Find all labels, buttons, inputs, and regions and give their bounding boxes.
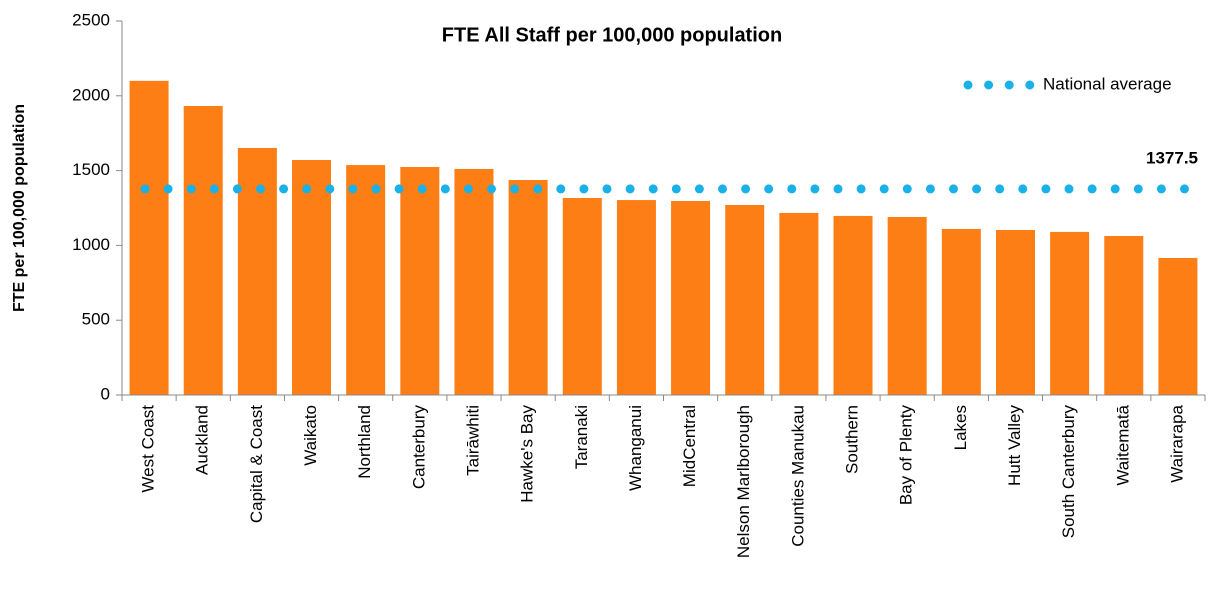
- x-tick-label: Nelson Marlborough: [734, 405, 753, 558]
- bar: [129, 80, 169, 395]
- bar: [1050, 231, 1090, 395]
- x-tick-label: Northland: [355, 405, 374, 479]
- x-tick-label: MidCentral: [680, 405, 699, 487]
- x-tick-label: Waikato: [301, 405, 320, 466]
- x-tick-label: Whanganui: [626, 405, 645, 491]
- x-tick-label: Bay of Plenty: [897, 405, 916, 506]
- x-tick-label: Auckland: [193, 405, 212, 475]
- reference-label: 1377.5: [1146, 148, 1198, 167]
- bar: [671, 200, 711, 395]
- y-tick-label: 0: [101, 384, 110, 403]
- bar: [995, 229, 1035, 395]
- y-tick-label: 500: [82, 310, 110, 329]
- bar: [725, 205, 765, 395]
- bar: [1158, 257, 1198, 395]
- bar: [1104, 235, 1144, 395]
- bar: [237, 148, 277, 395]
- chart-title: FTE All Staff per 100,000 population: [442, 24, 782, 46]
- bar: [508, 180, 548, 395]
- x-tick-label: Hawke's Bay: [518, 405, 537, 503]
- x-tick-label: Tairāwhiti: [463, 405, 482, 476]
- x-tick-label: Counties Manukau: [788, 405, 807, 547]
- bar: [779, 212, 819, 395]
- y-tick-label: 2500: [72, 10, 110, 29]
- x-tick-label: Southern: [843, 405, 862, 474]
- bar: [941, 228, 981, 395]
- y-tick-label: 2000: [72, 85, 110, 104]
- y-axis-label: FTE per 100,000 population: [11, 104, 28, 312]
- bar: [616, 200, 656, 395]
- x-tick-label: Taranaki: [572, 405, 591, 469]
- x-tick-label: Wairarapa: [1167, 404, 1186, 482]
- bar: [292, 159, 332, 395]
- bar: [400, 167, 440, 395]
- legend-label: National average: [1043, 74, 1172, 93]
- bar: [346, 165, 386, 395]
- bar: [562, 197, 602, 395]
- x-tick-label: South Canterbury: [1059, 405, 1078, 539]
- x-tick-label: West Coast: [139, 405, 158, 493]
- x-tick-label: Hutt Valley: [1005, 405, 1024, 486]
- bar: [833, 215, 873, 395]
- y-tick-label: 1000: [72, 235, 110, 254]
- bar: [454, 168, 494, 395]
- x-tick-label: Lakes: [951, 405, 970, 450]
- x-tick-label: Waitematā: [1113, 404, 1132, 485]
- bar: [887, 216, 927, 395]
- x-tick-label: Capital & Coast: [247, 405, 266, 523]
- bar: [183, 105, 223, 395]
- x-tick-label: Canterbury: [409, 405, 428, 490]
- y-tick-label: 1500: [72, 160, 110, 179]
